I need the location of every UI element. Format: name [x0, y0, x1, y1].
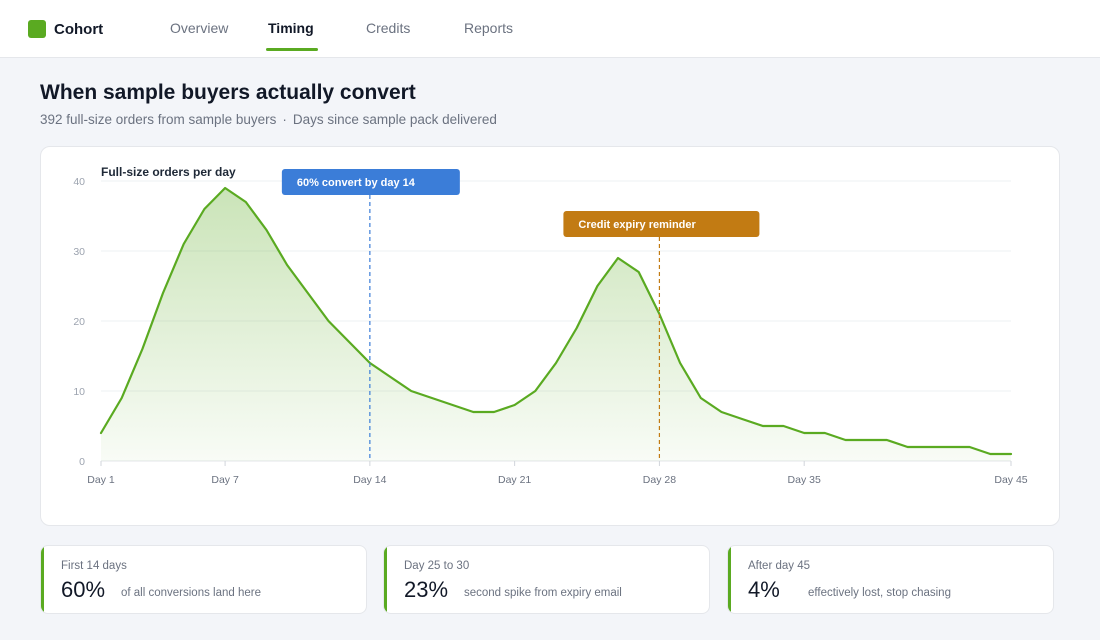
- stat-label: Day 25 to 30: [404, 560, 470, 572]
- annotation-label: Credit expiry reminder: [578, 219, 696, 231]
- stat-description: of all conversions land here: [121, 587, 261, 599]
- y-tick-label: 20: [73, 316, 85, 328]
- y-tick-label: 30: [73, 246, 85, 258]
- top-nav-bar: Cohort Overview Timing Credits Reports: [0, 0, 1100, 58]
- stat-value: 23%: [404, 577, 449, 602]
- x-tick-label: Day 45: [994, 474, 1027, 486]
- brand[interactable]: Cohort: [28, 19, 103, 39]
- y-tick-label: 10: [73, 386, 85, 398]
- x-tick-label: Day 21: [498, 474, 531, 486]
- series-line: [99, 186, 1013, 456]
- stat-label: After day 45: [748, 560, 811, 572]
- app-name: Cohort: [54, 20, 104, 38]
- stat-card-first-14-days: First 14 days 60% of all conversions lan…: [40, 545, 367, 614]
- subtitle-order-count: 392 full-size orders from sample buyers: [40, 112, 277, 127]
- stat-accent-bar: [41, 546, 44, 613]
- x-tick-label: Day 28: [643, 474, 676, 486]
- stat-accent-bar: [384, 546, 387, 613]
- annotation-label-box: [563, 211, 760, 237]
- tab-reports[interactable]: Reports: [464, 20, 514, 36]
- y-tick-label: 40: [73, 176, 85, 188]
- annotation-label-box: [281, 169, 460, 195]
- annotation-label: 60% convert by day 14: [297, 177, 416, 189]
- stat-card-after-day-45: After day 45 4% effectively lost, stop c…: [727, 545, 1054, 614]
- stat-card-day-25-to-30: Day 25 to 30 23% second spike from expir…: [383, 545, 710, 614]
- stat-description: second spike from expiry email: [464, 587, 622, 599]
- chart-title: Full-size orders per day: [101, 165, 236, 179]
- tab-credits[interactable]: Credits: [366, 20, 411, 36]
- page-subtitle: 392 full-size orders from sample buyers ·…: [40, 112, 497, 127]
- tab-timing[interactable]: Timing: [268, 20, 314, 36]
- subtitle-separator: ·: [282, 112, 287, 127]
- y-tick-label: 0: [79, 456, 85, 468]
- chart-card: 0 10 20 30 40 Day 1 Day 7 Day 14 Day 21 Day 28 Day…: [40, 146, 1060, 526]
- stat-description: effectively lost, stop chasing: [808, 587, 951, 599]
- x-tick-label: Day 14: [353, 474, 386, 486]
- x-tick-label: Day 7: [211, 474, 239, 486]
- stat-value: 60%: [61, 577, 106, 602]
- series-area: [101, 188, 1011, 461]
- subtitle-axis-note: Days since sample pack delivered: [292, 112, 497, 127]
- cohort-logo-icon: [28, 20, 46, 38]
- stat-value: 4%: [748, 577, 780, 602]
- x-tick-label: Day 1: [87, 474, 115, 486]
- x-tick-label: Day 35: [788, 474, 821, 486]
- tab-overview[interactable]: Overview: [170, 20, 229, 36]
- stat-accent-bar: [728, 546, 731, 613]
- page-title: When sample buyers actually convert: [40, 81, 416, 104]
- active-tab-indicator: [266, 48, 318, 51]
- stat-label: First 14 days: [61, 560, 127, 572]
- orders-per-day-chart: 0 10 20 30 40 Day 1 Day 7 Day 14 Day 21 Day 28 Day…: [73, 165, 1027, 486]
